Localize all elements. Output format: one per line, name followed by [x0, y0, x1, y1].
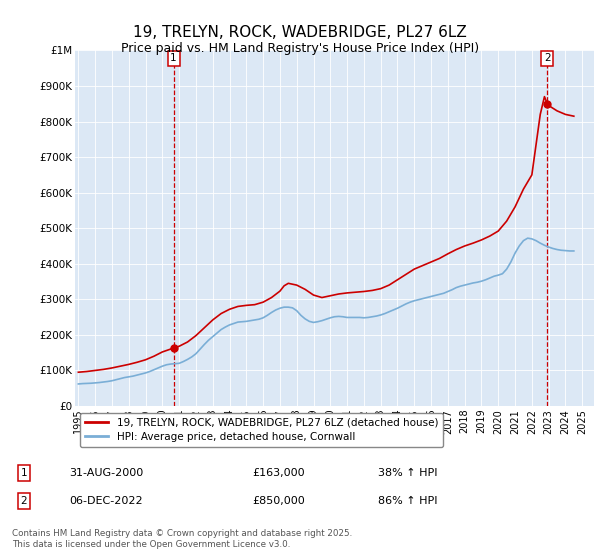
Text: 31-AUG-2000: 31-AUG-2000: [69, 468, 143, 478]
Text: Price paid vs. HM Land Registry's House Price Index (HPI): Price paid vs. HM Land Registry's House …: [121, 42, 479, 55]
Text: £850,000: £850,000: [252, 496, 305, 506]
Text: 1: 1: [170, 53, 177, 63]
Text: 19, TRELYN, ROCK, WADEBRIDGE, PL27 6LZ: 19, TRELYN, ROCK, WADEBRIDGE, PL27 6LZ: [133, 25, 467, 40]
Text: 06-DEC-2022: 06-DEC-2022: [69, 496, 143, 506]
Text: 1: 1: [20, 468, 28, 478]
Text: £163,000: £163,000: [252, 468, 305, 478]
Legend: 19, TRELYN, ROCK, WADEBRIDGE, PL27 6LZ (detached house), HPI: Average price, det: 19, TRELYN, ROCK, WADEBRIDGE, PL27 6LZ (…: [80, 413, 443, 447]
Text: 2: 2: [20, 496, 28, 506]
Text: Contains HM Land Registry data © Crown copyright and database right 2025.
This d: Contains HM Land Registry data © Crown c…: [12, 529, 352, 549]
Text: 38% ↑ HPI: 38% ↑ HPI: [378, 468, 437, 478]
Text: 2: 2: [544, 53, 551, 63]
Text: 86% ↑ HPI: 86% ↑ HPI: [378, 496, 437, 506]
